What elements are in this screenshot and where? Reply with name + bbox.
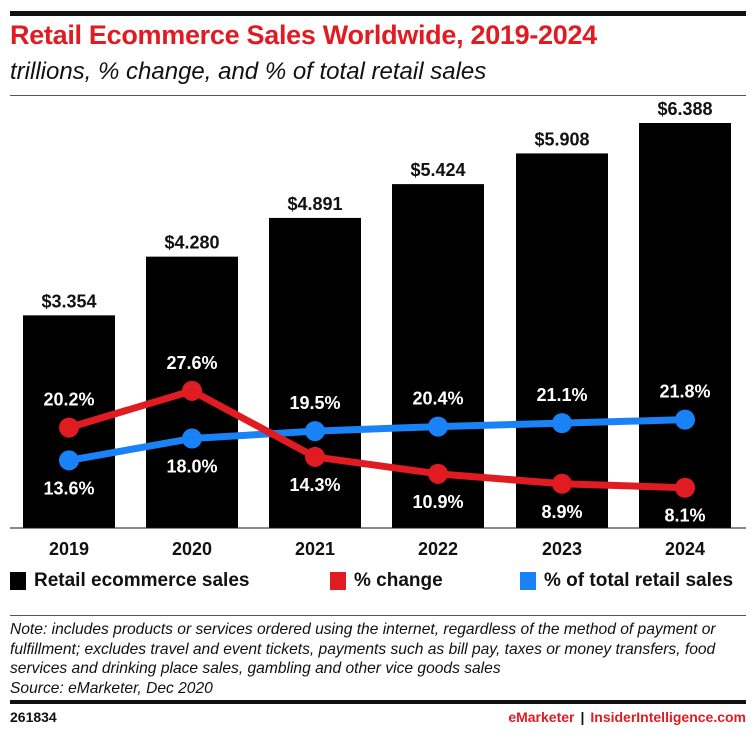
point-label: 10.9%: [412, 492, 463, 512]
x-tick-label: 2019: [49, 539, 89, 559]
x-tick-label: 2023: [542, 539, 582, 559]
point-label: 21.1%: [536, 385, 587, 405]
brand-insider[interactable]: InsiderIntelligence.com: [590, 709, 746, 725]
note-block: Note: includes products or services orde…: [10, 620, 750, 698]
x-tick-label: 2022: [418, 539, 458, 559]
bar-value-label: $5.908: [534, 129, 589, 149]
point-series-1: [305, 446, 325, 467]
bar-value-label: $4.891: [287, 194, 342, 214]
legend-item-change: % change: [330, 570, 443, 592]
source-text: Source: eMarketer, Dec 2020: [10, 679, 213, 697]
point-label: 20.4%: [412, 389, 463, 409]
bar-2024: [639, 123, 731, 529]
bar-2021: [269, 217, 361, 529]
legend-label: % change: [354, 570, 443, 591]
point-label: 19.5%: [289, 393, 340, 413]
point-series-1: [552, 473, 572, 494]
legend-item-sales: Retail ecommerce sales: [10, 570, 249, 592]
note-divider: [10, 615, 746, 616]
point-label: 20.2%: [43, 390, 94, 410]
brand: eMarketer | InsiderIntelligence.com: [508, 709, 746, 725]
point-series-2: [675, 409, 695, 430]
legend-swatch-red: [330, 572, 346, 590]
x-tick-label: 2020: [172, 539, 212, 559]
bar-value-label: $4.280: [164, 233, 219, 253]
point-series-1: [428, 463, 448, 484]
point-label: 18.0%: [166, 457, 217, 477]
chart-area: $3.354 2019 $4.280 2020 $4.891 2021 $5.424 2022…: [10, 99, 746, 559]
point-label: 8.9%: [541, 502, 582, 522]
bar-value-label: $6.388: [657, 99, 712, 119]
legend-item-share: % of total retail sales: [520, 570, 733, 592]
chart-subtitle: trillions, % change, and % of total reta…: [10, 58, 487, 85]
point-series-2: [305, 421, 325, 442]
point-series-1: [675, 477, 695, 498]
legend-label: % of total retail sales: [544, 570, 734, 591]
point-label: 13.6%: [43, 478, 94, 498]
x-tick-label: 2021: [295, 539, 335, 559]
x-tick-label: 2024: [665, 539, 705, 559]
brand-emarketer: eMarketer: [508, 709, 575, 725]
point-series-1: [182, 380, 202, 401]
note-text: Note: includes products or services orde…: [10, 621, 716, 677]
legend-label: Retail ecommerce sales: [34, 570, 250, 591]
point-label: 27.6%: [166, 353, 217, 373]
title-divider: [10, 95, 746, 96]
point-label: 8.1%: [664, 506, 705, 526]
point-label: 21.8%: [659, 382, 710, 402]
point-series-2: [182, 428, 202, 449]
line-series-1: [67, 387, 686, 492]
brand-separator: |: [580, 709, 585, 725]
chart-title: Retail Ecommerce Sales Worldwide, 2019-2…: [10, 20, 597, 50]
point-series-2: [552, 413, 572, 434]
bar-value-label: $5.424: [410, 160, 465, 180]
point-series-1: [59, 417, 79, 438]
legend-swatch-blue: [520, 572, 536, 590]
chart-id: 261834: [10, 709, 57, 725]
bar-2023: [516, 153, 608, 528]
top-rule: [10, 11, 746, 16]
point-series-2: [428, 416, 448, 437]
point-label: 14.3%: [289, 475, 340, 495]
footer-rule: [10, 700, 746, 704]
line-series-2: [68, 416, 686, 464]
point-series-2: [59, 450, 79, 471]
legend-swatch-black: [10, 572, 26, 590]
bar-value-label: $3.354: [41, 291, 96, 311]
